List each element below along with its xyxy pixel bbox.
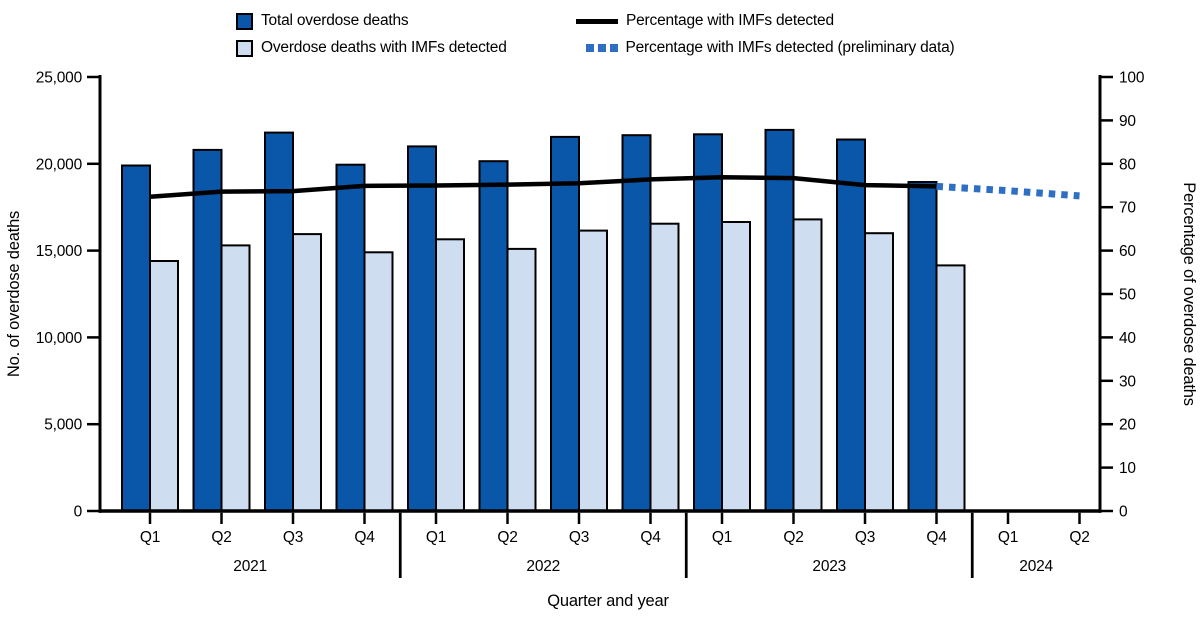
- quarter-label-2021-Q4: Q4: [354, 529, 375, 546]
- quarter-label-2022-Q3: Q3: [569, 529, 589, 546]
- bar-total-2023-Q1: [693, 133, 723, 513]
- quarter-label-2022-Q2: Q2: [497, 529, 517, 546]
- legend-item-imf-overdose-deaths: Overdose deaths with IMFs detected: [236, 38, 507, 58]
- right-axis-tick-label: 20: [1119, 417, 1136, 434]
- right-axis-tick-label: 30: [1119, 373, 1136, 390]
- bar-imf-2021-Q1: [149, 260, 179, 512]
- bar-imf-2021-Q4: [363, 251, 394, 513]
- bar-total-2022-Q1: [407, 145, 437, 512]
- bar-imf-2022-Q4: [649, 222, 680, 512]
- legend-item-percentage-line: Percentage with IMFs detected: [576, 11, 834, 31]
- bar-imf-2022-Q2: [506, 247, 537, 512]
- bar-total-2023-Q2: [764, 128, 795, 512]
- right-axis-tick-label: 80: [1119, 156, 1136, 173]
- bar-imf-2021-Q2: [220, 244, 251, 512]
- quarter-label-2024-Q2: Q2: [1069, 529, 1089, 546]
- bar-imf-2021-Q3: [292, 233, 322, 512]
- quarter-label-2023-Q4: Q4: [926, 529, 947, 546]
- left-axis-title: No. of overdose deaths: [5, 211, 23, 377]
- quarter-label-2021-Q3: Q3: [283, 529, 303, 546]
- quarter-label-2024-Q1: Q1: [998, 529, 1018, 546]
- right-axis-tick-label: 100: [1119, 70, 1145, 87]
- bar-total-2021-Q4: [335, 163, 366, 512]
- right-axis-title: Percentage of overdose deaths: [1180, 182, 1198, 406]
- x-axis-title: Quarter and year: [547, 592, 669, 610]
- left-axis-tick-label: 5,000: [44, 417, 82, 434]
- left-axis-tick-label: 0: [74, 504, 83, 521]
- bar-imf-2023-Q4: [935, 264, 966, 512]
- right-axis-tick-label: 70: [1119, 200, 1136, 217]
- bar-total-2021-Q1: [121, 164, 151, 512]
- year-label-2023: 2023: [812, 558, 846, 575]
- quarter-label-2023-Q1: Q1: [712, 529, 732, 546]
- bar-imf-2023-Q2: [792, 218, 823, 512]
- year-label-2022: 2022: [526, 558, 560, 575]
- left-axis-tick-label: 10,000: [36, 330, 83, 347]
- bar-total-2023-Q3: [836, 138, 866, 512]
- bar-total-2022-Q3: [550, 135, 580, 512]
- bar-total-2022-Q4: [621, 134, 652, 512]
- bar-imf-2022-Q3: [578, 229, 608, 512]
- quarter-label-2021-Q1: Q1: [140, 529, 160, 546]
- right-axis-tick-label: 0: [1119, 504, 1128, 521]
- legend-label-total: Total overdose deaths: [261, 12, 409, 29]
- legend-item-total-overdose-deaths: Total overdose deaths: [236, 11, 409, 31]
- percentage-line-preliminary-dotted: [936, 182, 1080, 200]
- legend-label-preliminary: Percentage with IMFs detected (prelimina…: [625, 39, 955, 56]
- right-axis-tick-label: 90: [1119, 113, 1136, 130]
- right-axis-tick-label: 40: [1119, 330, 1136, 347]
- left-axis-tick-label: 15,000: [36, 243, 83, 260]
- right-axis-tick-label: 50: [1119, 287, 1136, 304]
- legend-swatch-total-bar-icon: [236, 12, 253, 30]
- bar-imf-2023-Q1: [721, 221, 751, 512]
- quarter-label-2023-Q2: Q2: [783, 529, 803, 546]
- bar-imf-2022-Q1: [435, 238, 465, 513]
- legend-item-percentage-preliminary: Percentage with IMFs detected (prelimina…: [586, 38, 955, 58]
- percentage-line-solid: [149, 175, 937, 200]
- chart-legend: Total overdose deaths Overdose deaths wi…: [0, 0, 1200, 62]
- quarter-label-2021-Q2: Q2: [211, 529, 231, 546]
- legend-label-percentage: Percentage with IMFs detected: [626, 12, 834, 29]
- left-axis-tick-label: 25,000: [36, 70, 83, 87]
- bar-total-2022-Q2: [478, 160, 509, 512]
- year-label-2024: 2024: [1019, 558, 1053, 575]
- right-axis-tick-label: 60: [1119, 243, 1136, 260]
- legend-label-imf: Overdose deaths with IMFs detected: [261, 39, 507, 56]
- year-label-2021: 2021: [233, 558, 267, 575]
- bar-total-2023-Q4: [907, 181, 938, 512]
- legend-swatch-solid-line-icon: [576, 18, 618, 24]
- quarter-label-2022-Q1: Q1: [426, 529, 446, 546]
- quarter-label-2022-Q4: Q4: [640, 529, 661, 546]
- bar-total-2021-Q2: [192, 148, 223, 512]
- left-axis-tick-label: 20,000: [36, 156, 83, 173]
- quarter-label-2023-Q3: Q3: [855, 529, 875, 546]
- bar-total-2021-Q3: [264, 131, 294, 512]
- legend-swatch-imf-bar-icon: [236, 39, 253, 57]
- right-axis-tick-label: 10: [1119, 460, 1136, 477]
- legend-swatch-dotted-line-icon: [586, 44, 618, 52]
- bar-imf-2023-Q3: [864, 232, 894, 512]
